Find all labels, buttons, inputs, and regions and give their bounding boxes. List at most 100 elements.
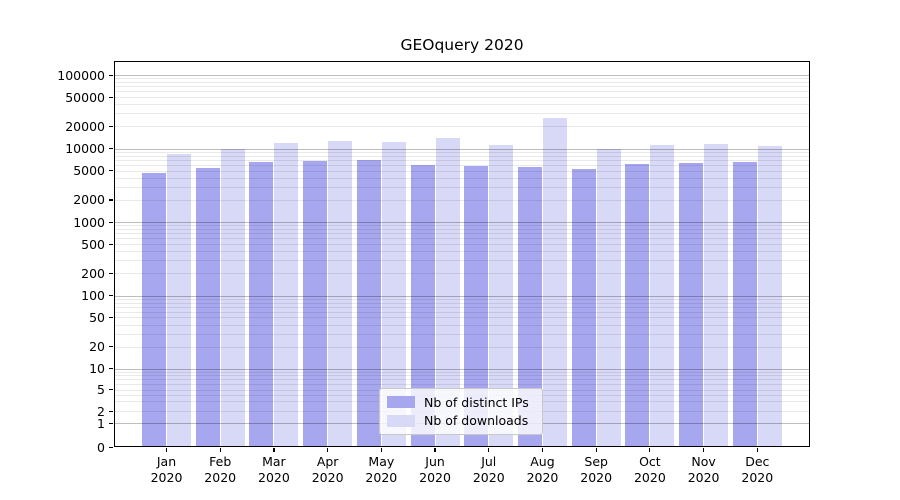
x-tick-label: Oct 2020 <box>622 454 678 485</box>
bar-downloads-apr <box>328 141 353 447</box>
y-tick-mark <box>109 410 113 412</box>
x-tick-year: 2020 <box>687 469 720 485</box>
bar-downloads-oct <box>650 145 675 447</box>
bar-downloads-feb <box>220 149 245 447</box>
major-gridline <box>113 222 810 224</box>
minor-gridline <box>113 238 810 240</box>
y-tick-mark <box>109 221 113 223</box>
y-tick-mark <box>109 125 113 128</box>
y-tick-mark <box>109 74 113 76</box>
y-tick-label: 100000 <box>57 67 105 83</box>
minor-gridline <box>113 233 810 235</box>
x-tick-mark <box>380 448 382 452</box>
chart-title: GEOquery 2020 <box>400 36 524 54</box>
x-tick-label: Sep 2020 <box>568 454 624 485</box>
minor-gridline <box>113 298 810 300</box>
major-gridline <box>113 295 810 297</box>
minor-gridline <box>113 302 810 304</box>
x-tick-mark <box>649 448 651 452</box>
minor-gridline <box>113 306 810 308</box>
major-gridline <box>113 75 810 77</box>
minor-gridline <box>113 170 810 172</box>
x-tick-year: 2020 <box>150 469 183 485</box>
x-tick-label: Aug 2020 <box>514 454 570 485</box>
y-tick-mark <box>109 272 113 275</box>
x-tick-month: Jan <box>156 454 177 469</box>
minor-gridline <box>113 346 810 348</box>
minor-gridline <box>113 333 810 335</box>
minor-gridline <box>113 260 810 262</box>
minor-gridline <box>113 251 810 253</box>
minor-gridline <box>113 78 810 80</box>
x-tick-label: Nov 2020 <box>676 454 732 485</box>
minor-gridline <box>113 97 810 99</box>
minor-gridline <box>113 159 810 161</box>
y-tick-mark <box>109 389 113 391</box>
y-tick-label: 50000 <box>65 89 105 105</box>
y-tick-label: 20000 <box>65 118 105 134</box>
minor-gridline <box>113 371 810 373</box>
y-tick-label: 10 <box>89 361 105 376</box>
x-tick-mark <box>703 448 705 452</box>
x-tick-month: Jul <box>481 454 497 469</box>
bar-distinct-ips-may <box>356 160 381 447</box>
minor-gridline <box>113 113 810 115</box>
y-tick-mark <box>109 243 113 245</box>
x-tick-mark <box>165 448 168 452</box>
x-tick-year: 2020 <box>741 469 774 485</box>
bar-distinct-ips-feb <box>195 168 220 447</box>
legend-swatch-downloads <box>387 414 415 427</box>
legend-item-downloads: Nb of downloads <box>387 413 534 428</box>
minor-gridline <box>113 164 810 166</box>
y-tick-mark <box>109 346 113 348</box>
legend-swatch-distinct-ips <box>387 396 415 409</box>
x-tick-month: Dec <box>745 454 770 469</box>
y-tick-mark <box>109 199 113 201</box>
x-tick-label: Feb 2020 <box>192 454 248 485</box>
y-tick-label: 20 <box>89 339 105 355</box>
x-tick-label: Jun 2020 <box>407 454 463 485</box>
y-tick-mark <box>109 368 113 370</box>
x-tick-label: Dec 2020 <box>729 454 785 485</box>
minor-gridline <box>113 104 810 106</box>
minor-gridline <box>113 155 810 157</box>
minor-gridline <box>113 375 810 377</box>
x-tick-mark <box>273 448 275 452</box>
x-tick-year: 2020 <box>204 469 237 485</box>
x-tick-mark <box>327 448 329 452</box>
y-tick-label: 5 <box>97 382 105 397</box>
y-tick-label: 5000 <box>73 163 105 179</box>
minor-gridline <box>113 126 810 128</box>
legend-label-distinct-ips: Nb of distinct IPs <box>424 394 529 410</box>
y-tick-label: 2000 <box>73 192 105 208</box>
x-tick-mark <box>595 448 597 452</box>
minor-gridline <box>113 324 810 326</box>
legend: Nb of distinct IPs Nb of downloads <box>379 388 543 435</box>
minor-gridline <box>113 317 810 319</box>
x-tick-year: 2020 <box>580 469 613 485</box>
y-tick-label: 0 <box>97 439 105 455</box>
x-tick-year: 2020 <box>258 469 290 485</box>
bar-downloads-jan <box>167 154 191 447</box>
minor-gridline <box>113 229 810 231</box>
x-tick-label: Jul 2020 <box>461 454 517 485</box>
y-tick-mark <box>109 295 113 297</box>
bar-downloads-nov <box>704 144 729 447</box>
y-tick-label: 50 <box>89 309 105 325</box>
x-tick-mark <box>541 448 544 452</box>
y-tick-label: 10000 <box>65 141 105 156</box>
y-tick-label: 500 <box>81 236 105 252</box>
x-tick-year: 2020 <box>419 469 451 485</box>
bar-downloads-aug <box>542 118 567 447</box>
x-tick-month: Oct <box>639 454 661 469</box>
legend-item-distinct-ips: Nb of distinct IPs <box>387 395 534 410</box>
x-tick-month: Jun <box>425 454 445 469</box>
minor-gridline <box>113 199 810 201</box>
x-tick-label: Mar 2020 <box>246 454 302 485</box>
bar-distinct-ips-apr <box>303 160 328 447</box>
x-tick-month: Aug <box>530 454 555 469</box>
x-tick-label: Apr 2020 <box>300 454 356 485</box>
bar-downloads-mar <box>274 142 299 447</box>
legend-label-downloads: Nb of downloads <box>424 413 529 429</box>
